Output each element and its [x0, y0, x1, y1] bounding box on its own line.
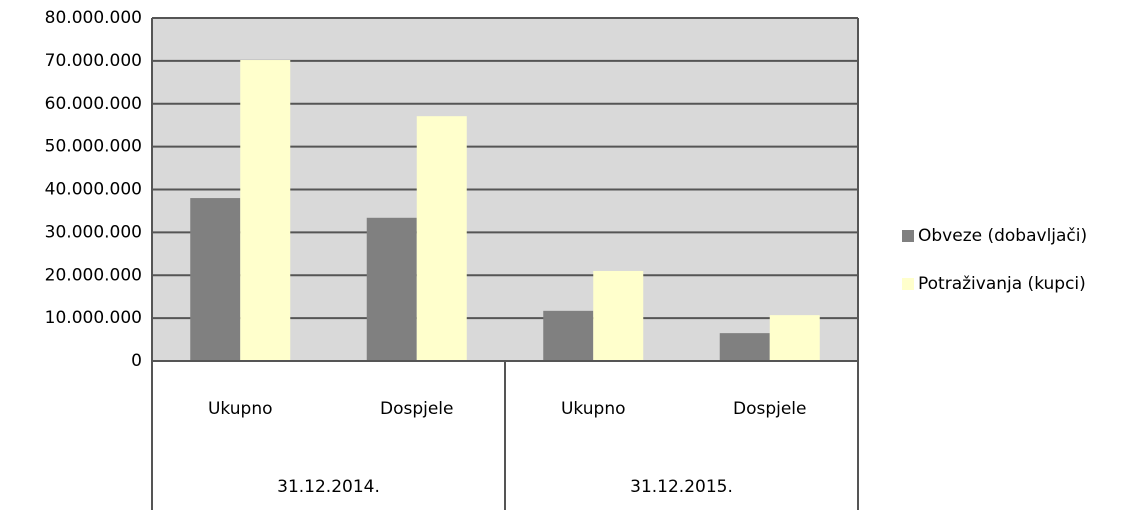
y-tick-label: 80.000.000: [45, 8, 142, 28]
y-tick-label: 20.000.000: [45, 265, 142, 285]
x-tick-label: Dospjele: [733, 399, 807, 419]
y-tick-label: 40.000.000: [45, 180, 142, 200]
group-label: 31.12.2014.: [277, 477, 380, 497]
x-tick-label: Dospjele: [380, 399, 454, 419]
legend-label: Obveze (dobavljači): [918, 226, 1087, 246]
y-tick-label: 30.000.000: [45, 222, 142, 242]
legend-swatch: [902, 278, 914, 290]
group-label: 31.12.2015.: [630, 477, 733, 497]
y-tick-label: 70.000.000: [45, 51, 142, 71]
y-tick-label: 60.000.000: [45, 94, 142, 114]
y-tick-label: 0: [131, 351, 142, 371]
bar: [366, 217, 417, 361]
bar: [593, 270, 644, 361]
bar: [240, 60, 291, 361]
legend-label: Potraživanja (kupci): [918, 274, 1086, 294]
legend-swatch: [902, 230, 914, 242]
x-tick-label: Ukupno: [561, 399, 626, 419]
bar: [190, 198, 241, 361]
x-tick-label: Ukupno: [208, 399, 273, 419]
bar: [416, 116, 467, 361]
bar: [719, 333, 770, 361]
y-tick-label: 10.000.000: [45, 308, 142, 328]
bar: [543, 310, 594, 361]
bar: [769, 315, 820, 361]
y-tick-label: 50.000.000: [45, 137, 142, 157]
